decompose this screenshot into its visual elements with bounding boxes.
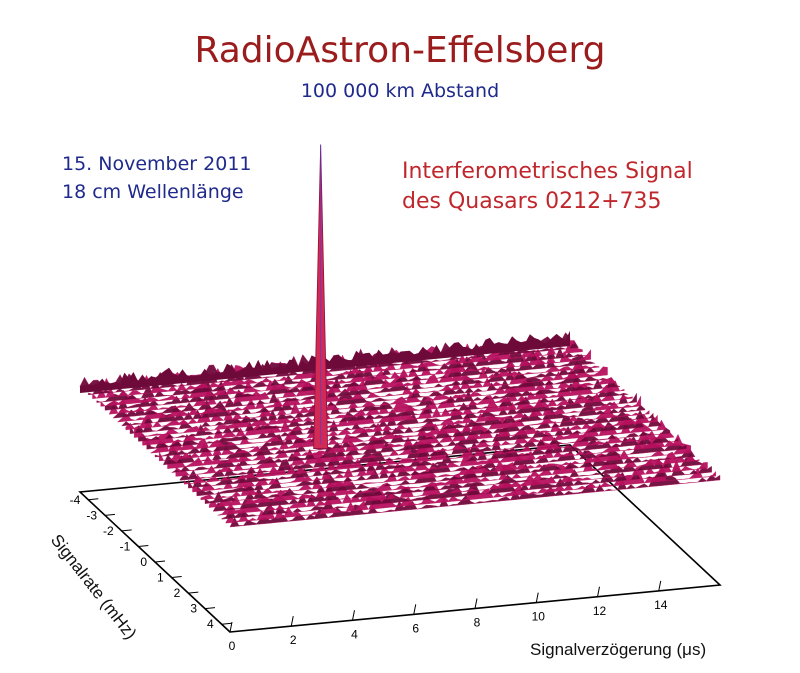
surface-row [92, 341, 583, 399]
observation-wavelength: 18 cm Wellenlänge [62, 181, 244, 203]
annotation-line-2: des Quasars 0212+735 [402, 189, 662, 214]
axes-floor [78, 444, 722, 633]
signal-annotation: Interferometrisches Signal des Quasars 0… [402, 157, 693, 217]
surface-row [204, 449, 696, 504]
y-tick-mark [138, 544, 149, 547]
y-tick-label: -1 [120, 539, 131, 553]
y-tick-label: -2 [103, 524, 114, 538]
x-tick-mark [474, 598, 478, 609]
y-tick-mark [188, 591, 199, 594]
surface-row [192, 433, 683, 493]
x-tick-label: 8 [474, 616, 481, 630]
chart-title: RadioAstron-Effelsberg [194, 30, 606, 71]
surface-row [113, 363, 604, 419]
x-tick-mark [597, 586, 600, 597]
x-tick-mark [413, 604, 417, 615]
y-tick-mark [154, 560, 166, 563]
x-tick-label: 12 [593, 604, 607, 618]
x-tick-label: 0 [229, 639, 236, 653]
y-tick-mark [88, 498, 99, 501]
surface-row [229, 474, 721, 528]
surface-row [163, 409, 654, 466]
surface-row [125, 375, 617, 431]
x-tick-label: 6 [412, 621, 419, 635]
noise-surface [79, 330, 721, 528]
x-axis-label: Signalverzögerung (μs) [530, 640, 706, 659]
y-tick-mark [171, 576, 182, 579]
surface-row [108, 361, 600, 415]
y-tick-mark [104, 513, 116, 516]
x-tick-label: 2 [290, 633, 297, 647]
y-tick-label: 3 [190, 602, 197, 616]
surface-row [129, 376, 621, 434]
surface-row [217, 459, 708, 516]
observation-info: 15. November 2011 18 cm Wellenlänge [62, 150, 252, 206]
fringe-peak [313, 144, 329, 449]
x-tick-mark [352, 610, 355, 621]
surface-row [200, 442, 691, 501]
surface-row [96, 346, 587, 403]
y-tick-mark [204, 607, 216, 610]
y-tick-mark [121, 529, 132, 532]
y-tick-label: -4 [70, 493, 81, 507]
observation-date: 15. November 2011 [62, 153, 252, 175]
x-tick-label: 4 [351, 627, 358, 641]
surface-row [100, 348, 591, 407]
surface-row [104, 354, 596, 411]
axes-box [78, 444, 722, 633]
y-tick-label: 0 [140, 555, 147, 569]
y-tick-label: 1 [157, 571, 164, 585]
chart-subtitle: 100 000 km Abstand [300, 80, 500, 102]
surface-row [142, 390, 633, 446]
y-tick-label: -3 [86, 508, 97, 522]
x-tick-mark [535, 592, 539, 603]
x-tick-mark [658, 580, 662, 591]
x-tick-label: 14 [654, 598, 668, 612]
y-tick-mark [221, 622, 232, 625]
y-tick-label: 4 [207, 617, 214, 631]
x-tick-mark [290, 616, 294, 627]
x-tick-label: 10 [532, 610, 546, 624]
surface-row [116, 366, 608, 423]
y-tick-label: 2 [174, 586, 181, 600]
annotation-line-1: Interferometrisches Signal [402, 159, 693, 184]
